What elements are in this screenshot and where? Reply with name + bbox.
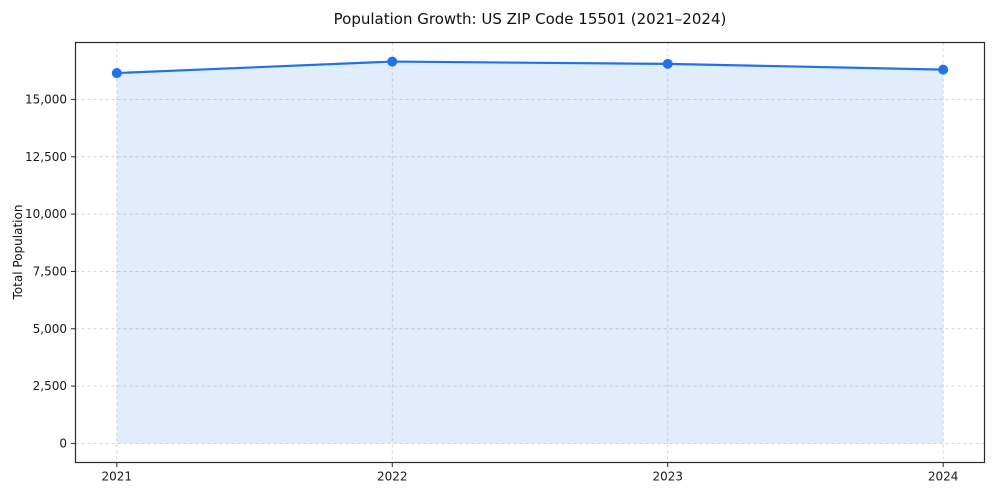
x-tick-label: 2024 (928, 470, 959, 484)
data-point-2024 (938, 64, 949, 75)
data-point-2023 (662, 58, 673, 69)
y-tick-label: 12,500 (25, 150, 67, 164)
y-tick-label: 10,000 (25, 207, 67, 221)
area-fill (116, 61, 944, 444)
data-point-2022 (387, 56, 398, 67)
series-line (115, 60, 945, 75)
x-tick-label: 2021 (102, 470, 133, 484)
chart-title: Population Growth: US ZIP Code 15501 (20… (333, 10, 727, 28)
y-tick-label: 5,000 (33, 322, 67, 336)
data-point-2021 (111, 68, 122, 79)
y-tick-label: 15,000 (25, 92, 67, 106)
x-tick-label: 2022 (377, 470, 408, 484)
x-tick-label: 2023 (652, 470, 683, 484)
y-tick-label: 0 (59, 436, 67, 450)
y-tick-label: 2,500 (33, 379, 67, 393)
plot-border (74, 41, 986, 464)
y-tick-label: 7,500 (33, 264, 67, 278)
